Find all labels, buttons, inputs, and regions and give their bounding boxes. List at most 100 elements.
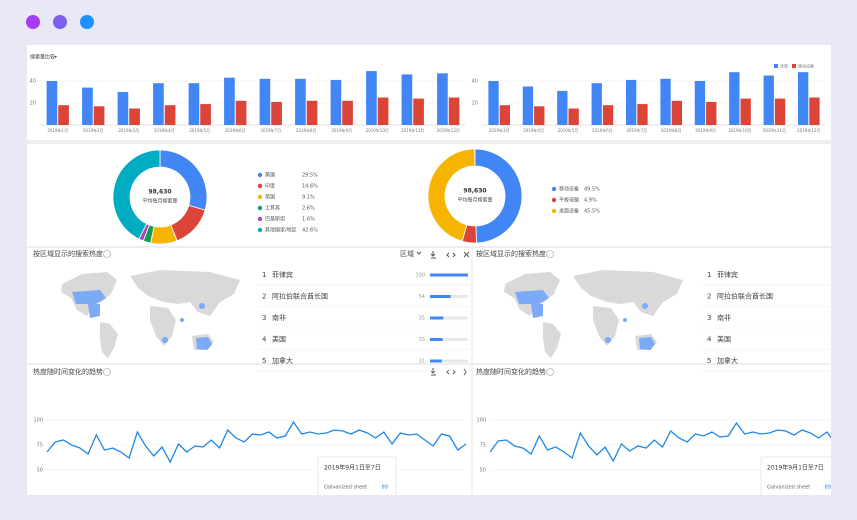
legend-swatch (774, 64, 778, 68)
region-bar (430, 338, 443, 341)
trend-line (46, 420, 467, 464)
y-tick-label: 75 (480, 443, 486, 449)
legend-marker (551, 197, 557, 203)
x-tick-label: 2019年10月 (366, 127, 389, 133)
y-tick-label: 20 (30, 101, 36, 107)
bar (153, 83, 164, 125)
donut-segment (112, 149, 161, 240)
legend-marker (257, 227, 263, 233)
region-value: 35 (419, 316, 425, 322)
x-tick-label: 2019年1月 (47, 127, 68, 133)
region-bar (430, 273, 468, 277)
y-tick-label: 50 (37, 468, 43, 474)
bar (377, 97, 389, 125)
center-value: 98,630 (148, 189, 171, 196)
x-tick-label: 2019年3月 (118, 127, 139, 133)
trend-line (489, 421, 831, 463)
bar-track (430, 338, 468, 341)
legend-marker (551, 208, 557, 214)
bar (660, 78, 671, 125)
center-label: 平均每月搜索量 (142, 198, 177, 205)
legend-label: 巴基斯坦 (265, 216, 285, 223)
region-name: 南非 (272, 313, 286, 322)
bar (224, 77, 235, 125)
legend-label: 土耳其 (265, 205, 280, 212)
legend-label: 桌面设备 (559, 208, 579, 215)
legend-value: 1.6% (302, 217, 315, 223)
window-dot[interactable] (53, 15, 67, 29)
x-tick-label: 2019年5月 (558, 127, 579, 133)
rank: 3 (707, 314, 711, 322)
bar (306, 100, 318, 125)
legend-label: 移动设备 (559, 186, 579, 193)
region-name: 阿拉伯联合酋长国 (272, 292, 328, 301)
x-tick-label: 2019年7月 (260, 127, 281, 133)
bar (488, 81, 499, 125)
bar (413, 98, 424, 125)
bar (366, 71, 377, 125)
x-tick-label: 2019年8月 (296, 127, 317, 133)
volume-title[interactable]: 搜索量比较 (30, 54, 55, 61)
bar (671, 100, 683, 125)
region-name: 加拿大 (272, 356, 293, 365)
donut-segment (474, 148, 523, 244)
bar (164, 105, 176, 125)
legend-value: 14.6% (302, 184, 318, 190)
bar (46, 81, 58, 125)
bar (235, 100, 247, 125)
separator (27, 246, 831, 248)
toolbar-icons[interactable] (416, 251, 470, 376)
bar (637, 104, 648, 125)
x-tick-label: 2019年4月 (154, 127, 175, 133)
window-dot[interactable] (80, 15, 94, 29)
help-icon[interactable] (546, 250, 554, 258)
help-icon[interactable] (546, 368, 554, 376)
x-tick-label: 2019年4月 (523, 127, 544, 133)
bar (200, 104, 211, 125)
bar (763, 75, 774, 125)
bar (437, 73, 448, 125)
help-icon[interactable] (103, 368, 111, 376)
bar (591, 83, 602, 125)
bar (129, 108, 140, 125)
x-tick-label: 2019年9月 (695, 127, 716, 133)
bar (602, 105, 614, 125)
bar (117, 92, 129, 125)
rank: 2 (262, 293, 266, 301)
x-tick-label: 2019年6月 (592, 127, 613, 133)
rank: 5 (707, 357, 711, 365)
map-highlight (72, 290, 212, 350)
map-highlight (515, 290, 655, 350)
bar (534, 106, 545, 125)
content: 搜索量比较 (27, 54, 831, 495)
y-tick-label: 100 (33, 418, 43, 424)
x-tick-label: 2019年6月 (225, 127, 246, 133)
region-bar (430, 295, 451, 298)
legend-label: 平板电脑 (559, 197, 579, 204)
section-title: 热度随时间变化的趋势 (476, 367, 546, 376)
bar (568, 108, 579, 125)
region-value: 33 (419, 337, 425, 343)
center-value: 98,630 (463, 188, 486, 195)
dropdown-arrow[interactable] (54, 56, 57, 58)
y-tick-label: 50 (480, 468, 486, 474)
rank: 5 (262, 357, 266, 365)
region-name: 阿拉伯联合酋长国 (717, 292, 773, 301)
legend-label: 英国 (265, 194, 275, 201)
bar (694, 81, 706, 125)
tooltip: 2019年9月1日至7日 Galvanized sheet 89 (317, 456, 397, 495)
help-icon[interactable] (103, 250, 111, 258)
bar (342, 100, 353, 125)
region-name: 菲律宾 (717, 270, 738, 279)
bar (259, 78, 271, 125)
bar (499, 105, 511, 125)
window-dot[interactable] (26, 15, 40, 29)
bar (797, 72, 809, 125)
bar (625, 79, 637, 125)
legend-value: 45.5% (584, 209, 600, 215)
legend-value: 2.6% (302, 206, 315, 212)
bar (188, 83, 200, 125)
rank: 2 (707, 293, 711, 301)
region-filter[interactable]: 区域 (400, 249, 414, 258)
